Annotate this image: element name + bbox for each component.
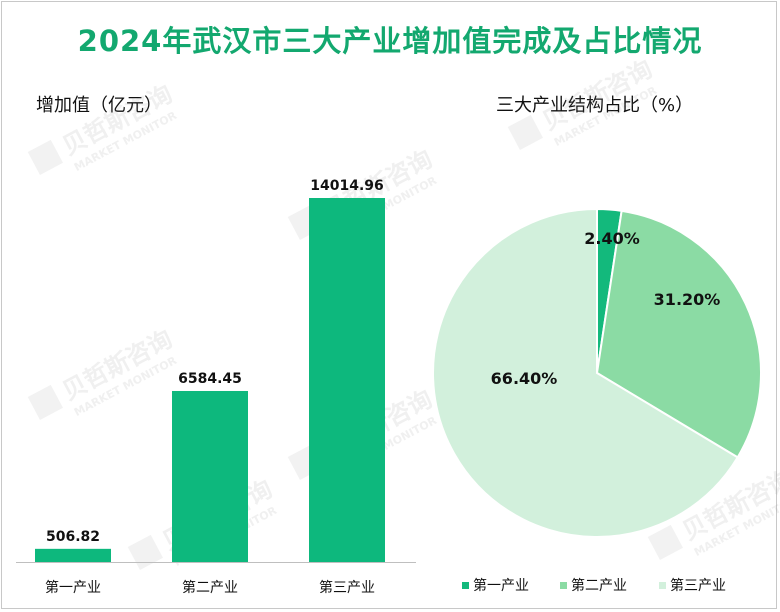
legend-swatch (560, 582, 567, 589)
legend-label: 第一产业 (473, 577, 529, 594)
bar-value-label: 14014.96 (310, 178, 384, 194)
pie-value-label: 2.40% (584, 229, 640, 248)
bar-chart: 506.82 第一产业 6584.45 第二产业 14014.96 第三产业 (16, 178, 416, 596)
bar (35, 548, 111, 562)
watermark-logo-icon (27, 384, 63, 420)
page-title: 2024年武汉市三大产业增加值完成及占比情况 (77, 24, 703, 58)
bar (172, 390, 248, 562)
legend-swatch (659, 582, 666, 589)
legend-label: 第三产业 (670, 577, 726, 594)
x-tick-label: 第三产业 (319, 579, 375, 596)
bar (309, 198, 385, 562)
bar-value-label: 6584.45 (178, 371, 242, 387)
watermark-logo-icon (647, 524, 683, 560)
x-tick-label: 第二产业 (182, 579, 238, 596)
pie-chart: 2.40% 31.20% 66.40% 第一产业 第二产业 第三产业 (432, 207, 762, 594)
bar-value-label: 506.82 (46, 529, 100, 545)
watermark-logo-icon (507, 114, 543, 150)
legend-swatch (462, 582, 469, 589)
pie-slice (432, 207, 740, 538)
watermark-logo-icon (27, 139, 63, 175)
x-tick-label: 第一产业 (45, 579, 101, 596)
bar-chart-title: 增加值（亿元） (36, 95, 162, 116)
legend-label: 第二产业 (571, 577, 627, 594)
pie-value-label: 66.40% (491, 369, 558, 388)
pie-value-label: 31.20% (654, 290, 721, 309)
watermark-logo-icon (127, 534, 163, 570)
pie-slice (595, 209, 762, 459)
pie-chart-title: 三大产业结构占比（%） (496, 95, 694, 116)
